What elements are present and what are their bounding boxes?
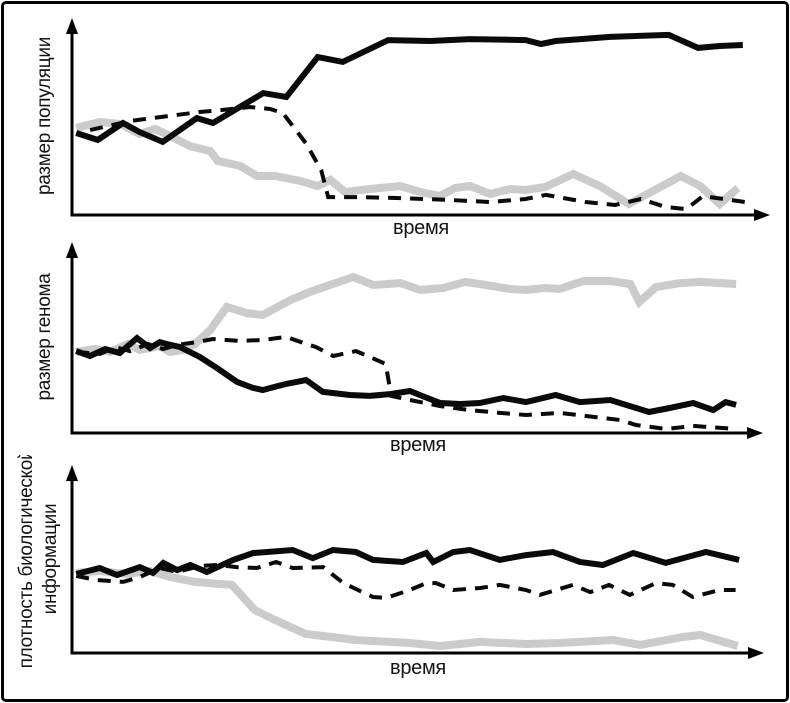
series-thick-gray [75, 272, 737, 357]
series-solid-black [75, 334, 737, 416]
series-solid-black [75, 31, 743, 146]
series-thick-gray [75, 117, 741, 210]
series-dashed-black [89, 104, 746, 212]
y-axis-label: размер генома [34, 273, 55, 401]
series-solid-black [75, 546, 740, 579]
y-axis-label: плотность биологической [16, 455, 37, 668]
series-dashed-black [75, 334, 737, 432]
x-axis-arrowhead [748, 647, 764, 659]
y-axis-arrowhead [66, 242, 78, 258]
y-axis-arrowhead [66, 18, 78, 34]
x-axis-label: время [390, 434, 446, 455]
chart-bio-info-density: время плотность биологической информации [16, 455, 764, 679]
x-axis-arrowhead [747, 427, 763, 439]
y-axis-arrowhead [66, 465, 78, 481]
chart-genome-size: время размер генома [34, 242, 763, 455]
chart-population-size: время размер популяции [34, 18, 770, 239]
y-axis-label: информации [40, 504, 61, 615]
x-axis-label: время [393, 217, 449, 239]
y-axis-label: размер популяции [34, 37, 55, 195]
series-thick-gray [75, 566, 739, 651]
x-axis-arrowhead [754, 209, 770, 221]
x-axis-label: время [390, 657, 446, 679]
